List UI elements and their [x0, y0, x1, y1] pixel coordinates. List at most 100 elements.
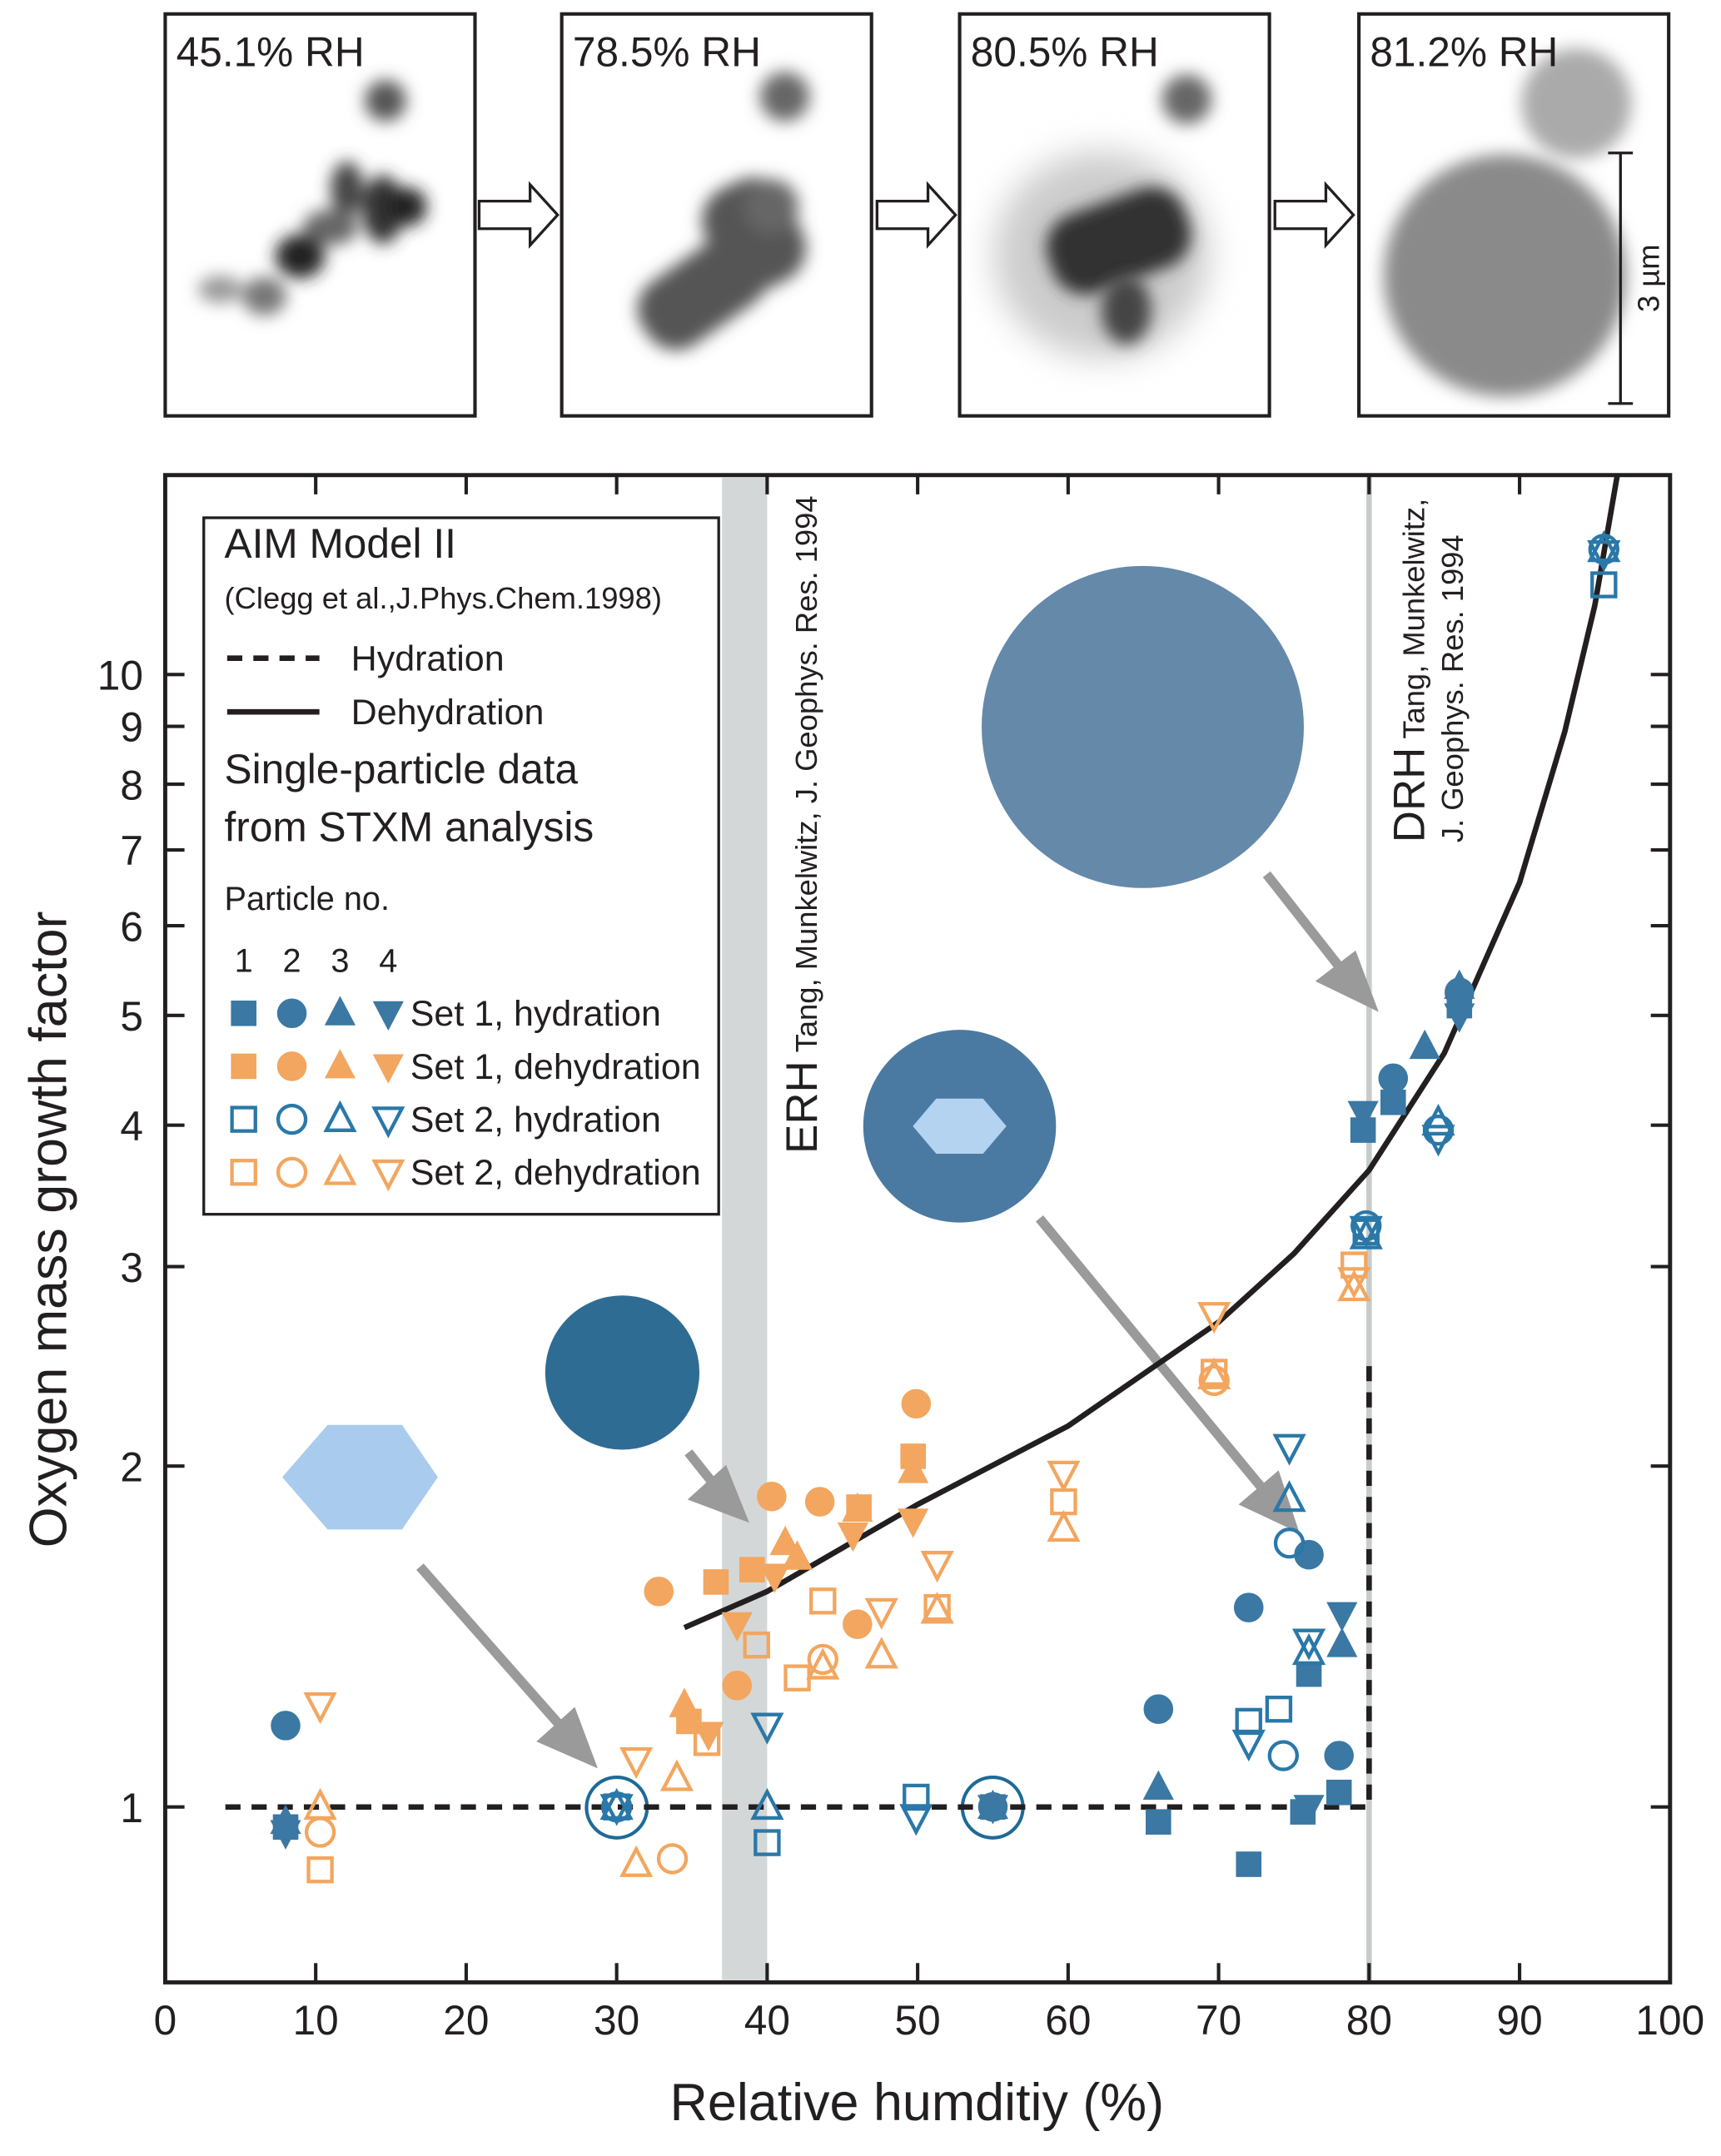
legend-model-citation: (Clegg et al.,J.Phys.Chem.1998) — [225, 581, 662, 615]
data-point — [1143, 1694, 1174, 1724]
data-point — [1409, 1029, 1440, 1060]
x-tick-label: 90 — [1496, 1997, 1542, 2044]
data-point — [1326, 1602, 1358, 1632]
data-point — [1291, 1632, 1326, 1666]
scale-bar — [1608, 152, 1634, 405]
data-point — [807, 1643, 838, 1676]
data-point — [804, 1487, 835, 1517]
data-point — [843, 1609, 873, 1639]
data-point — [1587, 530, 1621, 563]
x-axis-label: Relative humditiy (%) — [670, 2074, 1165, 2132]
legend-title: Single-particle data — [225, 746, 579, 792]
data-point — [721, 1612, 753, 1642]
data-point — [1197, 1357, 1231, 1389]
erh-annotation: ERH Tang, Munkelwitz, J. Geophys. Res. 19… — [778, 495, 827, 1154]
x-tick-label: 20 — [443, 1997, 489, 2044]
data-point — [903, 1783, 930, 1811]
plot-layer: ERH Tang, Munkelwitz, J. Geophys. Res. 19… — [97, 474, 1704, 2044]
data-point — [781, 1540, 813, 1570]
legend-marker — [231, 1000, 256, 1026]
particle-image — [1383, 48, 1632, 397]
scale-bar-label: 3 µm — [1632, 244, 1666, 312]
panel-arrows — [477, 181, 1355, 249]
panel-label: 81.2% RH — [1370, 29, 1558, 76]
data-point — [1296, 1661, 1322, 1687]
erh-label: ERH — [778, 1061, 827, 1154]
erh-band — [722, 477, 768, 1980]
legend-particle-number: 4 — [379, 943, 397, 980]
legend-label: Dehydration — [351, 693, 545, 733]
data-point — [1197, 1302, 1231, 1334]
data-point — [703, 1569, 729, 1595]
data-point — [864, 1637, 898, 1669]
data-point — [1198, 1364, 1230, 1397]
legend-particle-number: 1 — [235, 943, 253, 980]
data-point — [759, 1563, 791, 1593]
data-point — [1590, 571, 1618, 599]
x-tick-label: 0 — [154, 1997, 177, 2044]
data-point — [722, 1671, 753, 1701]
y-tick-label: 5 — [120, 993, 143, 1040]
x-tick-label: 40 — [744, 1997, 790, 2044]
legend-marker — [230, 1159, 257, 1186]
particle-image — [993, 74, 1212, 359]
drh-reference: J. Geophys. Res. 1994 — [1435, 534, 1470, 842]
data-point — [923, 1593, 951, 1622]
data-point — [1337, 1267, 1371, 1299]
data-point — [920, 1551, 954, 1583]
data-point — [1272, 1480, 1306, 1513]
legend-marker — [276, 1103, 308, 1135]
data-point — [837, 1522, 868, 1552]
legend-marker — [324, 1049, 356, 1079]
legend-label: Set 1, hydration — [410, 994, 661, 1034]
data-point — [842, 1492, 873, 1523]
legend-marker — [372, 1054, 404, 1084]
data-point — [599, 1794, 634, 1826]
data-point — [1444, 969, 1475, 999]
legend-marker — [276, 1156, 308, 1188]
data-point — [1587, 540, 1621, 573]
legend-marker — [230, 1105, 257, 1133]
data-point — [783, 1664, 811, 1692]
x-tick-label: 70 — [1196, 1997, 1241, 2044]
data-point — [743, 1631, 770, 1659]
panel-frame — [957, 12, 1271, 418]
legend-subtitle: from STXM analysis — [225, 804, 594, 851]
y-tick-label: 9 — [120, 704, 143, 751]
data-point — [1236, 1851, 1262, 1877]
legend-marker — [371, 1159, 405, 1192]
data-point — [1050, 1488, 1077, 1516]
data-point — [619, 1845, 654, 1877]
data-point — [750, 1787, 784, 1821]
data-point — [1350, 1210, 1382, 1242]
legend: Hydration Dehydration Set 1, hydration Set … — [226, 639, 701, 1193]
data-point — [864, 1597, 898, 1630]
panel-label: 45.1% RH — [177, 29, 365, 76]
data-point — [1267, 1740, 1300, 1771]
data-point — [303, 1787, 337, 1821]
data-point — [306, 1856, 334, 1884]
data-point — [1047, 1460, 1081, 1493]
particle-image — [637, 72, 810, 350]
model-curve — [683, 474, 1620, 1631]
data-point — [899, 1804, 933, 1836]
drh-annotation: DRH Tang, Munkelwitz, — [1385, 499, 1434, 843]
drh-label: DRH — [1385, 748, 1434, 843]
data-point — [271, 1711, 301, 1741]
data-point — [920, 1592, 954, 1624]
data-point — [270, 1820, 301, 1850]
legend-marker — [372, 1001, 404, 1031]
legend-marker — [371, 1106, 405, 1139]
panel-frame — [1357, 12, 1671, 418]
particle-image — [198, 80, 427, 315]
panel-label: 80.5% RH — [971, 29, 1159, 76]
data-point — [1291, 1628, 1326, 1661]
legend-label: Set 1, dehydration — [410, 1047, 701, 1087]
data-point — [303, 1692, 337, 1725]
legend-particle-heading: Particle no. — [225, 881, 390, 917]
x-tick-label: 30 — [594, 1997, 639, 2044]
data-point — [1326, 1779, 1352, 1806]
panel-label: 78.5% RH — [573, 29, 761, 76]
x-tick-label: 80 — [1346, 1997, 1392, 2044]
